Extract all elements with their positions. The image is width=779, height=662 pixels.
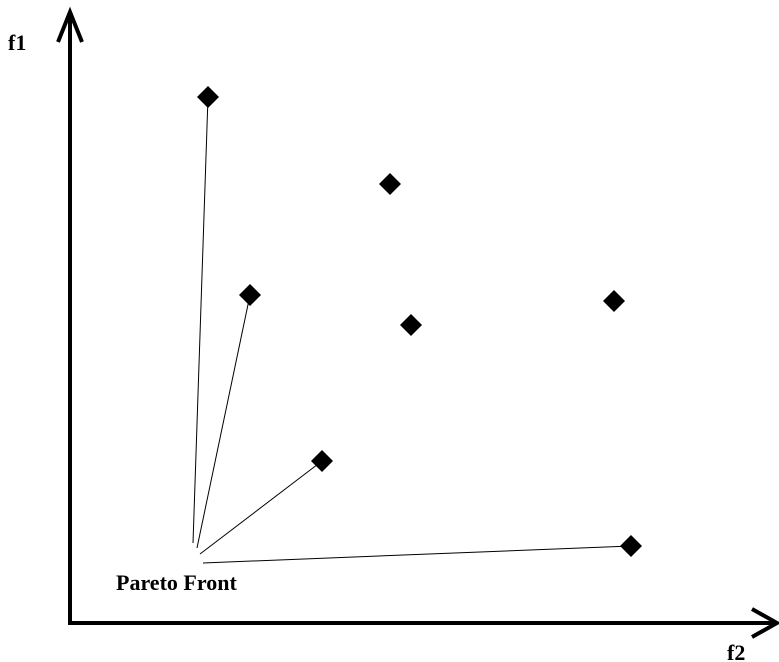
pointer-line-p2 — [196, 294, 251, 549]
point-p5 — [379, 173, 401, 195]
y-axis-label: f1 — [8, 30, 26, 55]
points — [197, 86, 642, 557]
pointer-line-p1 — [192, 96, 209, 544]
pareto-pointer-lines — [192, 96, 632, 564]
pointer-line-p3 — [199, 460, 323, 555]
pointer-line-p4 — [202, 545, 632, 564]
point-p6 — [400, 314, 422, 336]
point-p3 — [311, 450, 333, 472]
point-p4 — [620, 535, 642, 557]
point-p1 — [197, 86, 219, 108]
pareto-front-label: Pareto Front — [116, 570, 237, 595]
point-p7 — [603, 290, 625, 312]
point-p2 — [239, 284, 261, 306]
y-axis-arrowhead — [56, 6, 84, 43]
axes — [56, 6, 779, 639]
x-axis-label: f2 — [727, 640, 745, 662]
x-axis-arrowhead — [751, 607, 779, 639]
